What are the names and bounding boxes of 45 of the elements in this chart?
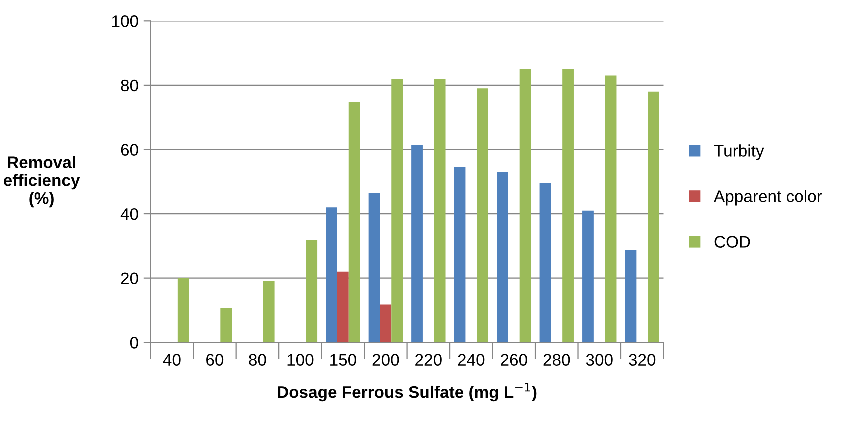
x-tick-label: 300 <box>586 354 613 366</box>
x-tick-label: 60 <box>206 354 224 366</box>
y-tick-label: 20 <box>121 272 138 285</box>
legend-label: Turbity <box>714 144 764 160</box>
y-axis-title: Removal efficiency (%) <box>4 156 80 208</box>
bar <box>326 208 338 343</box>
x-tick-label: 240 <box>458 354 485 366</box>
x-tick-label: 280 <box>544 354 570 366</box>
legend-label: Apparent color <box>714 190 822 206</box>
legend-label: COD <box>714 236 750 248</box>
y-tick-label: 40 <box>120 208 138 220</box>
bar <box>306 240 318 343</box>
bar <box>454 167 466 343</box>
bar <box>648 92 660 343</box>
bar <box>348 102 360 343</box>
bar <box>392 79 404 343</box>
x-tick-label: 260 <box>501 354 528 366</box>
x-tick-label: 220 <box>416 354 442 366</box>
bar <box>625 250 637 343</box>
bar <box>368 193 380 343</box>
x-axis-title: Dosage Ferrous Sulfate (mg L$^{−1}$) <box>278 383 537 402</box>
bar <box>178 278 190 343</box>
x-tick-label: 40 <box>163 354 181 366</box>
x-tick-label: 320 <box>629 354 656 366</box>
bar <box>337 272 349 343</box>
x-tick-label: 100 <box>288 354 314 366</box>
y-tick-label: 60 <box>121 144 138 156</box>
bar <box>540 183 552 343</box>
bar <box>562 69 574 343</box>
x-tick-label: 200 <box>372 354 400 366</box>
bar <box>380 304 392 343</box>
bar <box>434 79 446 343</box>
bar <box>412 145 423 343</box>
y-tick-label: 80 <box>121 80 138 92</box>
bar <box>605 76 617 343</box>
x-tick-label: 80 <box>249 354 266 366</box>
bar <box>477 88 489 343</box>
bar <box>520 69 532 343</box>
x-tick-label: 150 <box>330 354 356 366</box>
bar <box>497 172 508 343</box>
bar <box>220 308 232 343</box>
bar <box>263 282 275 343</box>
y-tick-label: 100 <box>112 16 138 28</box>
bar <box>582 210 594 343</box>
y-tick-label: 0 <box>130 337 138 349</box>
